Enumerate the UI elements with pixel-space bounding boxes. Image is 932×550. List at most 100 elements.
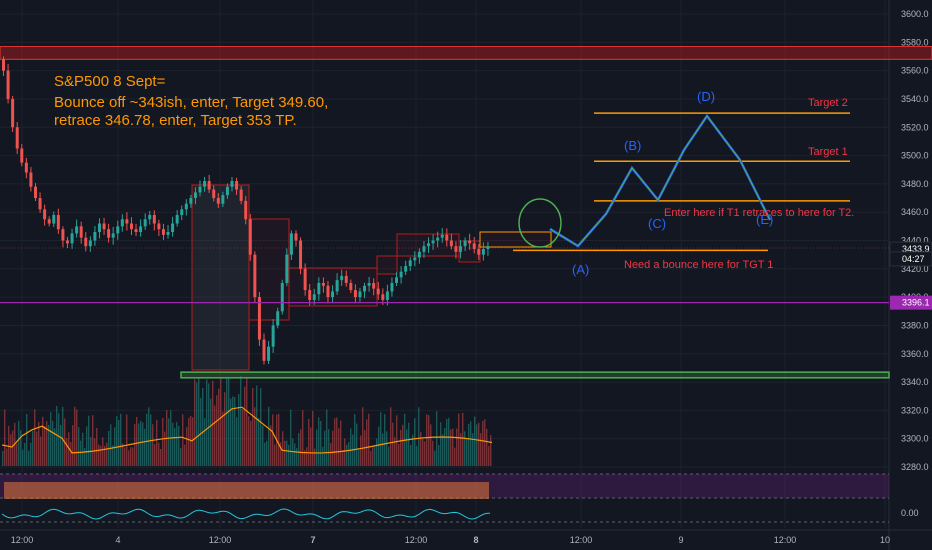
volume-bar bbox=[344, 438, 346, 466]
candle-body bbox=[61, 229, 65, 241]
volume-bar bbox=[86, 426, 88, 466]
volume-bar bbox=[80, 440, 82, 466]
volume-bar bbox=[360, 435, 362, 466]
candle-body bbox=[280, 282, 284, 312]
volume-bar bbox=[330, 443, 332, 466]
volume-bar bbox=[180, 447, 182, 466]
volume-bar bbox=[200, 398, 202, 466]
volume-bar bbox=[466, 438, 468, 466]
volume-bar bbox=[136, 416, 138, 466]
volume-bar bbox=[212, 380, 214, 466]
candle-body bbox=[152, 215, 156, 224]
candle-body bbox=[427, 243, 431, 247]
price-tick-label: 3580.0 bbox=[901, 37, 929, 47]
candle-body bbox=[289, 233, 293, 255]
volume-bar bbox=[122, 443, 124, 466]
candle-body bbox=[38, 198, 42, 210]
volume-bar bbox=[196, 382, 198, 466]
time-tick-label: 12:00 bbox=[209, 535, 232, 545]
volume-bar bbox=[418, 407, 420, 466]
volume-bar bbox=[278, 413, 280, 466]
volume-bar bbox=[168, 418, 170, 466]
candle-body bbox=[225, 186, 229, 196]
volume-bar bbox=[286, 440, 288, 466]
volume-bar bbox=[456, 428, 458, 466]
volume-bar bbox=[432, 440, 434, 466]
volume-bar bbox=[52, 420, 54, 466]
candle-body bbox=[52, 215, 56, 224]
volume-bar bbox=[186, 427, 188, 466]
candle-body bbox=[175, 215, 179, 224]
volume-bar bbox=[246, 377, 248, 466]
volume-bar bbox=[316, 429, 318, 466]
candle-body bbox=[285, 254, 289, 283]
candle-body bbox=[193, 192, 197, 199]
candle-body bbox=[294, 233, 298, 241]
volume-bar bbox=[236, 417, 238, 466]
candle-body bbox=[349, 282, 353, 291]
volume-bar bbox=[430, 424, 432, 466]
candle-body bbox=[20, 148, 24, 163]
candle-body bbox=[2, 59, 5, 71]
time-tick-label: 10 bbox=[880, 535, 890, 545]
volume-bar bbox=[26, 414, 28, 466]
candle-body bbox=[399, 271, 403, 278]
volume-bar bbox=[158, 442, 160, 466]
bounce-note: Need a bounce here for TGT 1 bbox=[624, 259, 773, 271]
candle-body bbox=[116, 226, 120, 234]
candle-body bbox=[308, 290, 312, 300]
candle-body bbox=[120, 219, 124, 227]
candle-body bbox=[148, 215, 152, 220]
volume-bar bbox=[12, 430, 14, 466]
volume-bar bbox=[88, 415, 90, 466]
candle-body bbox=[353, 290, 357, 298]
candle-body bbox=[125, 219, 129, 224]
retrace-note: Enter here if T1 retraces to here for T2… bbox=[664, 207, 854, 219]
volume-bar bbox=[296, 447, 298, 466]
volume-bar bbox=[308, 419, 310, 466]
volume-bar bbox=[240, 376, 242, 466]
candle-body bbox=[271, 325, 275, 347]
candle-body bbox=[321, 282, 325, 286]
volume-bar bbox=[16, 443, 18, 466]
volume-bar bbox=[394, 437, 396, 466]
volume-bar bbox=[30, 442, 32, 466]
volume-bar bbox=[116, 416, 118, 466]
volume-bar bbox=[106, 442, 108, 466]
entry-circle bbox=[518, 198, 562, 248]
candle-body bbox=[335, 280, 339, 292]
volume-bar bbox=[66, 438, 68, 466]
volume-bar bbox=[372, 447, 374, 466]
volume-bar bbox=[238, 394, 240, 466]
volume-bar bbox=[262, 425, 264, 466]
volume-bar bbox=[138, 423, 140, 466]
volume-bar bbox=[140, 420, 142, 466]
candle-body bbox=[134, 229, 138, 233]
volume-layer bbox=[1, 376, 493, 466]
volume-bar bbox=[436, 411, 438, 466]
volume-bar bbox=[76, 409, 78, 466]
candle-body bbox=[102, 223, 106, 230]
candle-body bbox=[331, 291, 335, 298]
volume-bar bbox=[378, 426, 380, 466]
candle-body bbox=[97, 223, 101, 233]
volume-bar bbox=[98, 444, 100, 466]
volume-bar bbox=[44, 425, 46, 466]
candle-body bbox=[436, 237, 440, 241]
candle-body bbox=[180, 209, 184, 216]
candle-body bbox=[257, 297, 261, 340]
volume-bar bbox=[194, 379, 196, 466]
candle-body bbox=[454, 246, 458, 252]
candle-body bbox=[317, 282, 321, 295]
volume-bar bbox=[294, 443, 296, 466]
volume-bar bbox=[174, 427, 176, 466]
candle-body bbox=[267, 346, 271, 361]
candle-body bbox=[207, 181, 211, 190]
candle-body bbox=[6, 70, 10, 99]
volume-bar bbox=[478, 422, 480, 466]
support-zone bbox=[180, 371, 890, 379]
candle-body bbox=[422, 246, 426, 252]
volume-bar bbox=[284, 440, 286, 466]
